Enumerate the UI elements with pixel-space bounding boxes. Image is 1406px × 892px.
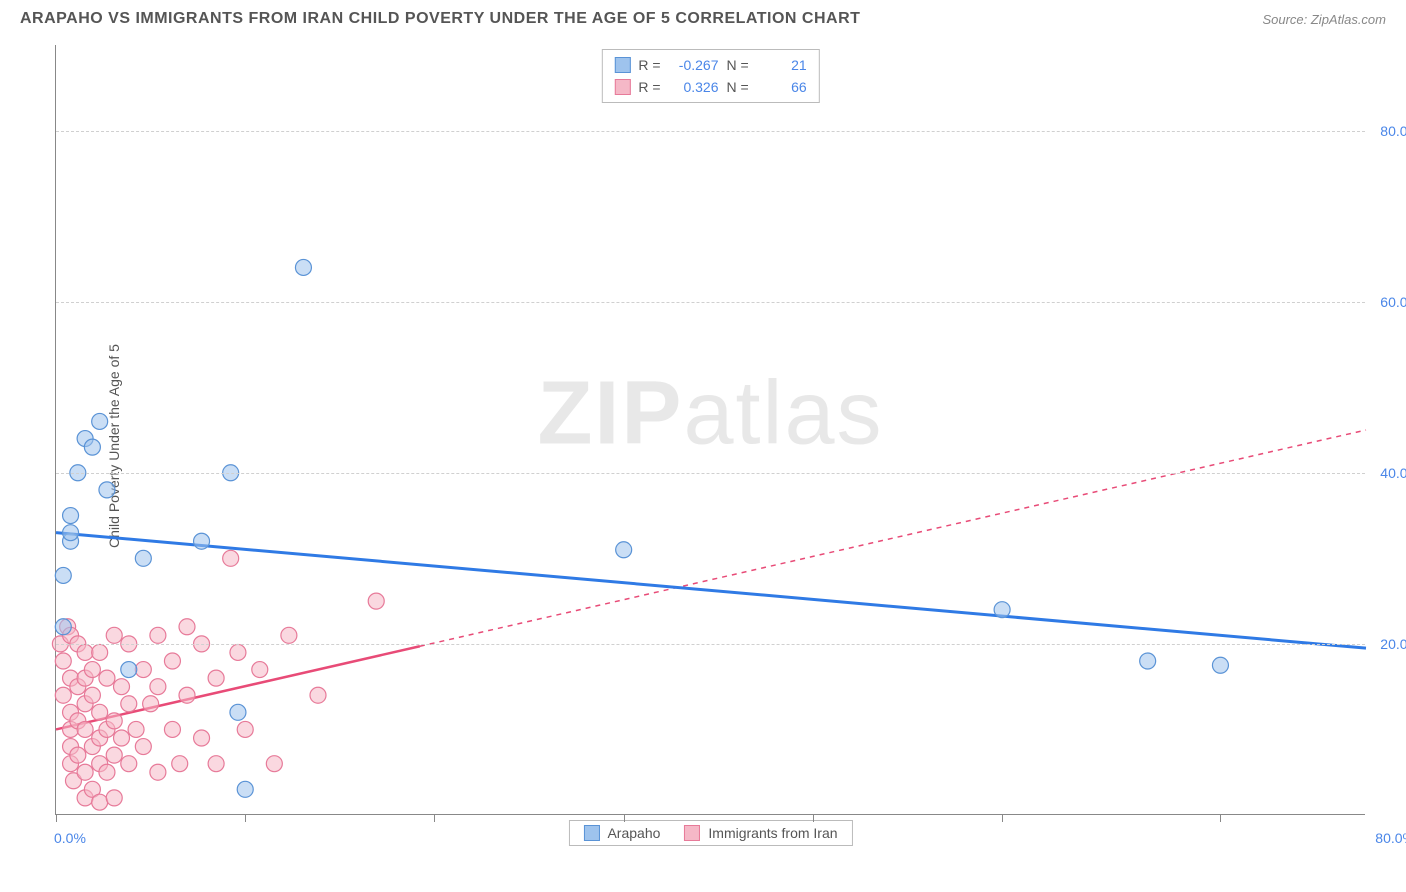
x-tick [245, 814, 246, 822]
data-point [150, 764, 166, 780]
data-point [230, 644, 246, 660]
data-point [55, 653, 71, 669]
data-point [266, 756, 282, 772]
data-point [128, 721, 144, 737]
legend-item-0: Arapaho [583, 825, 660, 841]
data-point [310, 687, 326, 703]
data-point [237, 781, 253, 797]
y-tick-label: 60.0% [1380, 294, 1406, 310]
y-tick-label: 80.0% [1380, 123, 1406, 139]
data-point [135, 739, 151, 755]
trend-line-solid [56, 533, 1366, 649]
data-point [616, 542, 632, 558]
data-point [150, 627, 166, 643]
data-point [63, 525, 79, 541]
data-point [92, 644, 108, 660]
y-tick-label: 40.0% [1380, 465, 1406, 481]
data-point [99, 482, 115, 498]
data-point [106, 627, 122, 643]
data-point [164, 653, 180, 669]
trend-line-dashed [420, 430, 1366, 646]
chart-title: ARAPAHO VS IMMIGRANTS FROM IRAN CHILD PO… [20, 10, 860, 28]
chart-plot-area: ZIPatlas R = -0.267 N = 21 R = 0.326 N =… [55, 45, 1365, 815]
data-point [77, 764, 93, 780]
source-attribution: Source: ZipAtlas.com [1262, 12, 1386, 27]
data-point [194, 730, 210, 746]
data-point [77, 721, 93, 737]
data-point [92, 413, 108, 429]
source-prefix: Source: [1262, 12, 1310, 27]
legend-item-1: Immigrants from Iran [684, 825, 837, 841]
legend-swatch-1 [684, 825, 700, 841]
x-tick-label-start: 0.0% [54, 830, 86, 846]
data-point [106, 790, 122, 806]
data-point [252, 662, 268, 678]
data-point [368, 593, 384, 609]
data-point [92, 794, 108, 810]
data-point [84, 439, 100, 455]
gridline-h [56, 473, 1365, 474]
source-name: ZipAtlas.com [1311, 12, 1386, 27]
data-point [230, 704, 246, 720]
legend-label-1: Immigrants from Iran [708, 825, 837, 841]
data-point [994, 602, 1010, 618]
data-point [194, 533, 210, 549]
gridline-h [56, 644, 1365, 645]
data-point [84, 687, 100, 703]
data-point [114, 730, 130, 746]
data-point [70, 747, 86, 763]
data-point [208, 756, 224, 772]
data-point [106, 713, 122, 729]
data-point [281, 627, 297, 643]
gridline-h [56, 302, 1365, 303]
data-point [121, 756, 137, 772]
data-point [55, 687, 71, 703]
data-point [84, 662, 100, 678]
scatter-svg [56, 45, 1365, 814]
x-tick [813, 814, 814, 822]
data-point [208, 670, 224, 686]
legend: Arapaho Immigrants from Iran [568, 820, 852, 846]
data-point [179, 687, 195, 703]
data-point [179, 619, 195, 635]
x-tick [1220, 814, 1221, 822]
data-point [92, 704, 108, 720]
data-point [63, 508, 79, 524]
data-point [77, 644, 93, 660]
x-tick [1002, 814, 1003, 822]
data-point [135, 550, 151, 566]
x-tick [56, 814, 57, 822]
data-point [172, 756, 188, 772]
data-point [237, 721, 253, 737]
data-point [1212, 657, 1228, 673]
data-point [106, 747, 122, 763]
data-point [121, 696, 137, 712]
chart-header: ARAPAHO VS IMMIGRANTS FROM IRAN CHILD PO… [20, 10, 1386, 28]
data-point [121, 662, 137, 678]
data-point [164, 721, 180, 737]
data-point [55, 567, 71, 583]
data-point [143, 696, 159, 712]
legend-swatch-0 [583, 825, 599, 841]
data-point [99, 670, 115, 686]
gridline-h [56, 131, 1365, 132]
data-point [114, 679, 130, 695]
data-point [223, 550, 239, 566]
x-tick-label-end: 80.0% [1375, 830, 1406, 846]
data-point [135, 662, 151, 678]
x-tick [434, 814, 435, 822]
data-point [99, 764, 115, 780]
y-tick-label: 20.0% [1380, 636, 1406, 652]
data-point [55, 619, 71, 635]
data-point [1140, 653, 1156, 669]
data-point [150, 679, 166, 695]
data-point [295, 259, 311, 275]
x-tick [624, 814, 625, 822]
legend-label-0: Arapaho [607, 825, 660, 841]
